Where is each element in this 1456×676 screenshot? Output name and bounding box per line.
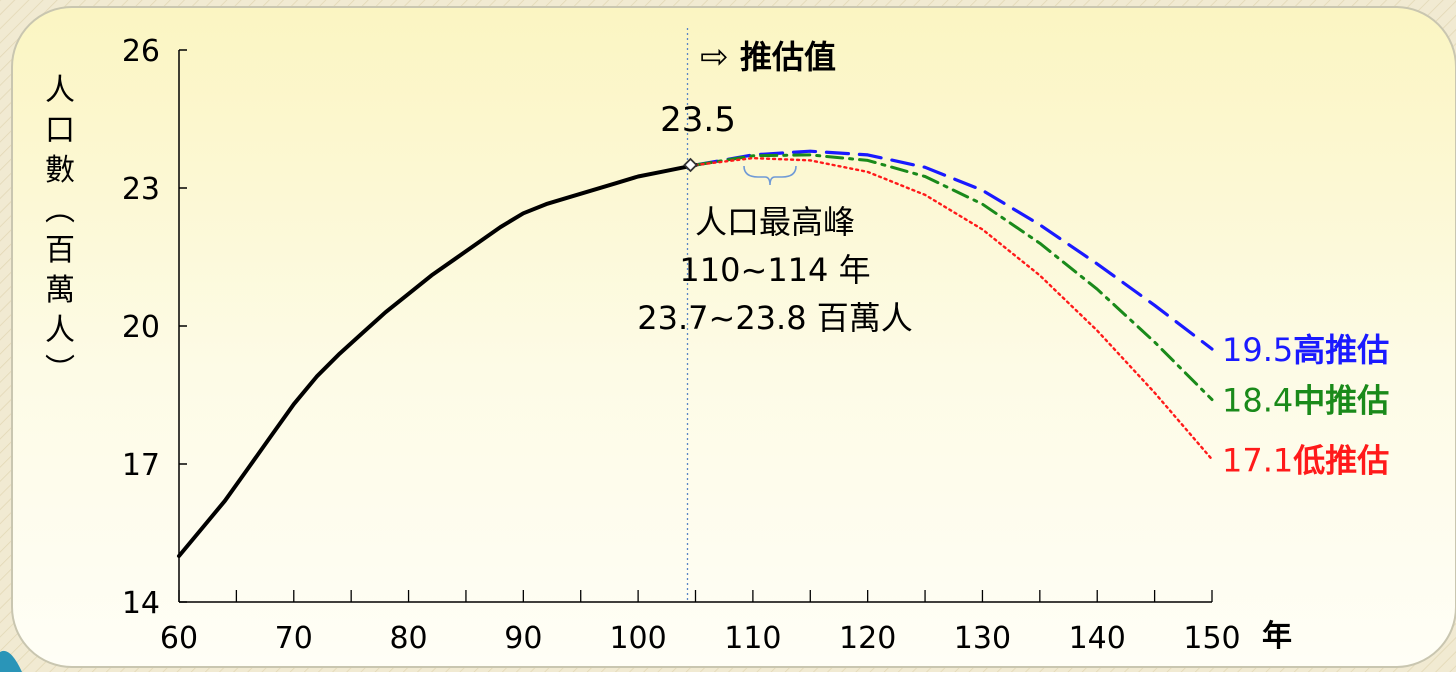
y-tick-label: 17 — [122, 448, 160, 483]
x-tick-label: 100 — [609, 621, 666, 656]
y-tick-label: 26 — [122, 34, 160, 69]
x-tick-label: 130 — [954, 621, 1011, 656]
series-dotted-line — [694, 156, 1214, 461]
forecast-arrow-icon: ⇨ — [700, 37, 729, 77]
x-tick-label: 70 — [275, 621, 313, 656]
y-axis-ticks: 14 17 20 23 26 — [122, 34, 187, 621]
peak-annotation-line-1: 人口最高峰 — [695, 203, 855, 241]
peak-annotation-line-2: 110~114 年 — [679, 251, 870, 289]
x-tick-label: 90 — [504, 621, 542, 656]
x-tick-label: 120 — [839, 621, 896, 656]
series-end-label: 18.4中推估 — [1222, 382, 1389, 420]
forecast-start-marker — [683, 157, 698, 173]
corner-decoration — [0, 650, 22, 672]
series-end-label: 19.5高推估 — [1222, 331, 1389, 369]
chart-panel — [11, 6, 1456, 668]
series-end-label: 17.1低推估 — [1222, 441, 1389, 479]
y-tick-label: 23 — [122, 172, 160, 207]
series-group — [177, 149, 1214, 558]
x-tick-label: 140 — [1069, 621, 1126, 656]
series-end-labels: 19.5高推估 18.4中推估 17.1低推估 — [1222, 331, 1389, 479]
series-dashdot-line — [694, 153, 1214, 402]
y-axis-label: 人口數︵百萬人︶ — [45, 73, 75, 388]
peak-annotation: 人口最高峰 110~114 年 23.7~23.8 百萬人 — [637, 203, 913, 337]
y-tick-label: 20 — [122, 310, 160, 345]
forecast-marker-label: 推估值 — [740, 38, 836, 76]
peak-annotation-line-3: 23.7~23.8 百萬人 — [637, 299, 913, 337]
x-tick-label: 110 — [724, 621, 781, 656]
marker-value-label: 23.5 — [660, 100, 736, 140]
x-axis-ticks: 60 70 80 90 100 110 120 130 140 150 — [160, 590, 1241, 656]
x-tick-label: 60 — [160, 621, 198, 656]
x-tick-label: 80 — [389, 621, 427, 656]
peak-brace — [743, 165, 797, 186]
x-tick-label: 150 — [1183, 621, 1240, 656]
series-historical-line — [177, 163, 698, 558]
y-tick-label: 14 — [122, 586, 160, 621]
series-dashed-line — [693, 149, 1214, 351]
x-axis-label: 年 — [1262, 619, 1292, 654]
